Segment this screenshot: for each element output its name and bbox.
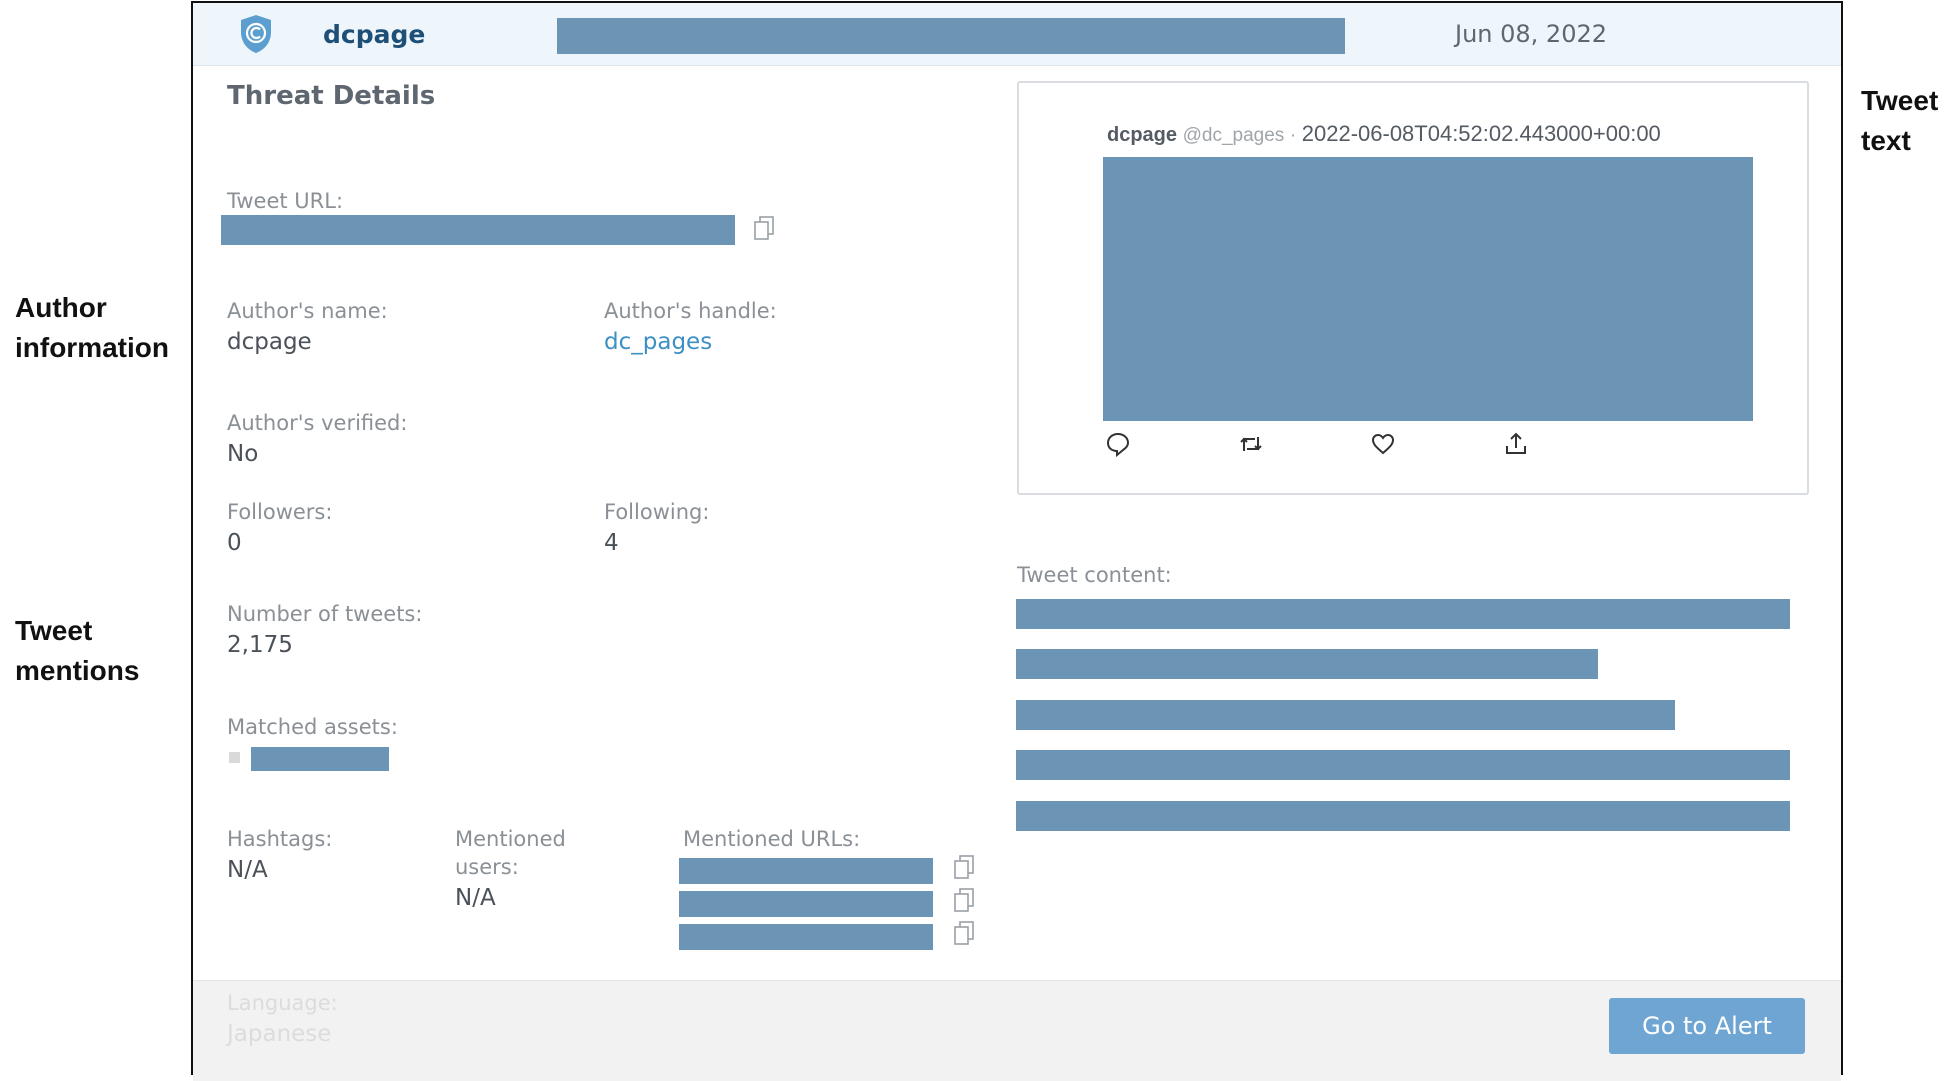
- share-icon[interactable]: [1503, 431, 1529, 457]
- tweet-handle[interactable]: @dc_pages: [1182, 125, 1285, 146]
- threat-details-panel: dcpage Jun 08, 2022 Threat Details Tweet…: [191, 1, 1843, 1081]
- header-date: Jun 08, 2022: [1455, 20, 1608, 48]
- redacted-tweet-content-line: [1016, 801, 1790, 831]
- hashtags-label: Hashtags:: [227, 827, 333, 851]
- redacted-mentioned-url[interactable]: [679, 924, 933, 950]
- annotation-tweet-text: Tweet text: [1861, 85, 1939, 156]
- retweet-icon[interactable]: [1238, 431, 1264, 457]
- tweets-count-value: 2,175: [227, 632, 293, 658]
- language-value: Japanese: [227, 1021, 332, 1047]
- header-account-name[interactable]: dcpage: [323, 20, 426, 49]
- followers-label: Followers:: [227, 500, 333, 524]
- tweet-author[interactable]: dcpage: [1107, 124, 1178, 146]
- redacted-tweet-content-line: [1016, 700, 1675, 730]
- language-label: Language:: [227, 991, 338, 1015]
- following-value: 4: [604, 530, 619, 556]
- author-name-label: Author's name:: [227, 299, 388, 323]
- author-handle-link[interactable]: dc_pages: [604, 329, 713, 355]
- page-title: Threat Details: [227, 81, 436, 111]
- copy-icon[interactable]: [953, 855, 975, 881]
- redacted-tweet-content-line: [1016, 649, 1598, 679]
- mentioned-users-label: Mentioned users:: [455, 827, 566, 879]
- verified-label: Author's verified:: [227, 411, 408, 435]
- panel-header: dcpage Jun 08, 2022: [193, 3, 1841, 66]
- tweet-timestamp: 2022-06-08T04:52:02.443000+00:00: [1301, 121, 1661, 146]
- like-icon[interactable]: [1370, 431, 1396, 457]
- mentioned-urls-label: Mentioned URLs:: [683, 827, 861, 851]
- redacted-mentioned-url[interactable]: [679, 891, 933, 917]
- panel-footer: Language: Japanese Go to Alert: [193, 980, 1841, 1081]
- following-label: Following:: [604, 500, 710, 524]
- annotation-tweet-mentions: Tweet mentions: [15, 615, 140, 686]
- copy-icon[interactable]: [953, 888, 975, 914]
- matched-assets-label: Matched assets:: [227, 715, 398, 739]
- verified-value: No: [227, 441, 259, 467]
- redacted-tweet-content-line: [1016, 599, 1790, 629]
- author-name-value: dcpage: [227, 329, 312, 355]
- reply-icon[interactable]: [1105, 431, 1131, 457]
- tweet-embed-card: dcpage @dc_pages · 2022-06-08T04:52:02.4…: [1017, 81, 1809, 495]
- tweet-content-label: Tweet content:: [1017, 563, 1172, 587]
- tweet-url-label: Tweet URL:: [227, 189, 344, 213]
- shield-icon: [241, 15, 271, 53]
- go-to-alert-button[interactable]: Go to Alert: [1609, 998, 1805, 1054]
- followers-value: 0: [227, 530, 242, 556]
- copy-icon[interactable]: [753, 216, 775, 242]
- matched-asset-marker: [229, 752, 240, 763]
- redacted-tweet-url[interactable]: [221, 215, 735, 245]
- tweets-count-label: Number of tweets:: [227, 602, 423, 626]
- mentioned-users-value: N/A: [455, 885, 496, 911]
- redacted-tweet-body: [1103, 157, 1753, 421]
- annotation-author-information: Author information: [15, 292, 169, 363]
- copy-icon[interactable]: [953, 921, 975, 947]
- hashtags-value: N/A: [227, 857, 268, 883]
- redacted-tweet-content-line: [1016, 750, 1790, 780]
- redacted-header-text: [557, 18, 1345, 54]
- redacted-matched-asset: [251, 747, 389, 771]
- redacted-mentioned-url[interactable]: [679, 858, 933, 884]
- tweet-meta-separator: ·: [1289, 125, 1297, 146]
- author-handle-label: Author's handle:: [604, 299, 777, 323]
- tweet-meta: dcpage @dc_pages · 2022-06-08T04:52:02.4…: [1107, 121, 1661, 147]
